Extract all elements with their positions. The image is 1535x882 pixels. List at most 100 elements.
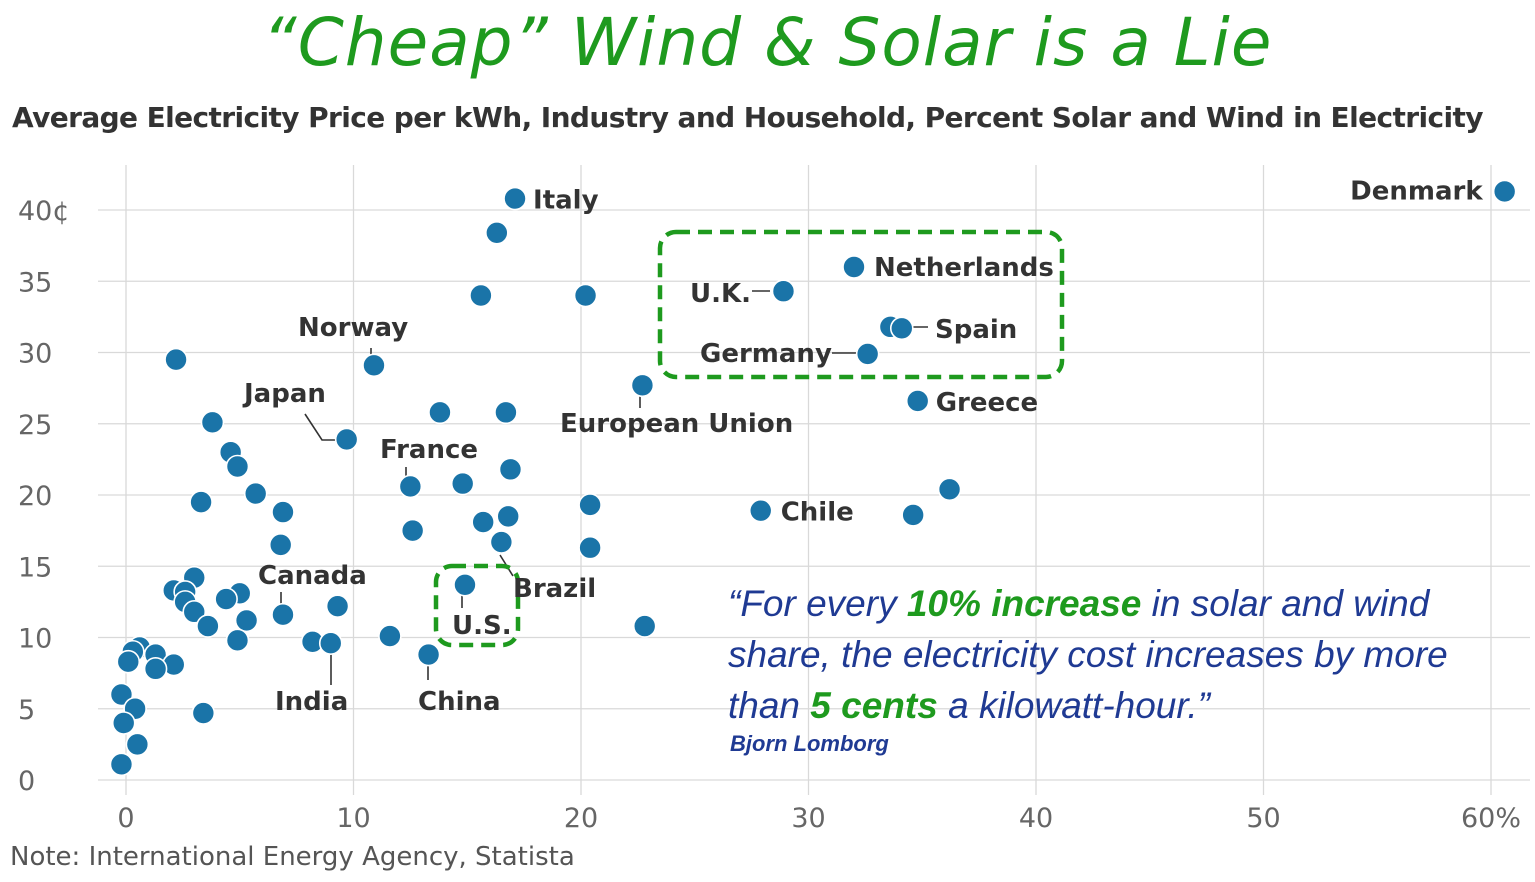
point-label-canada: Canada xyxy=(258,561,367,591)
point-label-italy: Italy xyxy=(533,186,599,216)
point-label-layer: Denmark Italy Netherlands U.K. Spain Germany N… xyxy=(242,176,1483,717)
data-point-35 xyxy=(578,535,602,560)
data-point-2 xyxy=(485,221,509,245)
data-point-21 xyxy=(450,471,475,496)
data-point-brazil xyxy=(489,530,514,554)
data-point-30 xyxy=(496,504,521,529)
point-label-germany: Germany xyxy=(700,339,832,369)
highlight-box-layer xyxy=(433,229,1065,648)
x-tick-label-50: 50 xyxy=(1246,803,1280,834)
y-tick-label-30: 30 xyxy=(18,339,52,370)
data-point-50 xyxy=(225,628,250,653)
data-point-63 xyxy=(111,711,136,735)
data-point-greece xyxy=(905,389,930,413)
leader-line-japan xyxy=(304,413,336,441)
data-point-59 xyxy=(143,657,168,681)
chart-subtitle: Average Electricity Price per kWh, Indus… xyxy=(12,101,1483,134)
data-point-20 xyxy=(498,457,523,482)
point-label-france: France xyxy=(380,435,478,465)
point-label-norway: Norway xyxy=(298,313,408,343)
data-point-10 xyxy=(164,347,188,372)
x-tick-label-10: 10 xyxy=(336,803,370,834)
point-label-netherlands: Netherlands xyxy=(874,253,1054,283)
data-point-u-s xyxy=(453,572,477,597)
y-tick-label-40: 40¢ xyxy=(18,196,70,227)
tick-layer: 0 10 20 30 40 50 60% 0 5 10 15 20 25 30 35 40¢ xyxy=(18,196,1521,834)
data-point-japan xyxy=(334,427,359,452)
data-point-31 xyxy=(471,510,495,534)
point-label-u-s: U.S. xyxy=(452,611,512,641)
x-tick-label-30: 30 xyxy=(791,803,825,834)
data-point-norway xyxy=(362,353,386,378)
data-point-23 xyxy=(937,477,962,502)
quote: “For every 10% increase in solar and win… xyxy=(728,578,1528,731)
data-point-14 xyxy=(428,400,452,425)
data-point-germany xyxy=(855,342,880,366)
y-tick-label-25: 25 xyxy=(18,410,52,441)
data-point-denmark xyxy=(1492,179,1517,204)
data-point-u-k xyxy=(771,279,796,304)
point-label-u-k: U.K. xyxy=(690,279,751,309)
point-label-japan: Japan xyxy=(242,379,326,409)
x-tick-label-0: 0 xyxy=(117,803,134,834)
data-point-28 xyxy=(271,500,295,524)
x-tick-label-40: 40 xyxy=(1019,803,1053,834)
data-point-43 xyxy=(325,594,350,618)
data-point-29 xyxy=(901,503,925,527)
data-point-spain xyxy=(889,316,914,341)
data-point-25 xyxy=(189,490,213,514)
data-point-france xyxy=(398,474,423,499)
data-point-india xyxy=(318,631,343,656)
highlight-box-europe xyxy=(657,229,1065,380)
x-tick-label-60: 60% xyxy=(1461,803,1521,834)
data-point-china xyxy=(416,642,441,667)
point-label-china: China xyxy=(418,687,501,717)
data-point-6 xyxy=(573,283,598,308)
data-point-16 xyxy=(200,410,225,435)
data-point-42 xyxy=(214,587,238,611)
quote-highlight-increase: 10% increase xyxy=(906,583,1142,624)
y-tick-label-10: 10 xyxy=(18,624,52,655)
point-label-denmark: Denmark xyxy=(1350,176,1483,206)
y-tick-label-35: 35 xyxy=(18,267,52,298)
data-point-european-union xyxy=(630,373,655,398)
point-label-brazil: Brazil xyxy=(513,574,596,604)
point-label-spain: Spain xyxy=(935,315,1017,345)
data-point-chile xyxy=(748,498,773,523)
data-point-57 xyxy=(116,649,141,674)
y-tick-label-0: 0 xyxy=(18,766,35,797)
quote-text-3: a kilowatt-hour.” xyxy=(937,685,1210,726)
point-layer xyxy=(109,179,1517,777)
data-point-48 xyxy=(632,614,657,638)
data-point-49 xyxy=(378,624,402,648)
data-point-65 xyxy=(109,752,134,777)
point-label-chile: Chile xyxy=(781,498,854,528)
data-point-26 xyxy=(578,493,602,517)
data-point-24 xyxy=(243,481,268,506)
data-point-62 xyxy=(191,701,216,725)
page-title: “Cheap” Wind & Solar is a Lie xyxy=(262,4,1273,81)
point-label-greece: Greece xyxy=(936,388,1038,418)
data-point-47 xyxy=(196,614,220,638)
highlight-box-us xyxy=(433,563,521,648)
data-point-44 xyxy=(182,600,207,624)
y-tick-label-15: 15 xyxy=(18,552,52,583)
data-point-33 xyxy=(268,533,293,557)
data-point-netherlands xyxy=(842,255,866,279)
x-tick-label-20: 20 xyxy=(564,803,598,834)
data-point-32 xyxy=(400,518,425,543)
quote-highlight-cents: 5 cents xyxy=(810,685,938,726)
quote-text-1: “For every xyxy=(728,583,907,624)
grid-layer xyxy=(98,165,1530,795)
data-point-5 xyxy=(469,283,493,308)
point-label-india: India xyxy=(275,687,348,717)
quote-text-2: in solar and wind share, the electricity… xyxy=(728,583,1448,726)
data-point-46 xyxy=(234,608,259,633)
y-tick-label-5: 5 xyxy=(18,695,35,726)
source-note: Note: International Energy Agency, Stati… xyxy=(10,842,575,872)
quote-author: Bjorn Lomborg xyxy=(730,731,889,756)
y-tick-label-20: 20 xyxy=(18,481,52,512)
data-point-19 xyxy=(225,454,250,479)
data-point-canada xyxy=(271,602,295,627)
